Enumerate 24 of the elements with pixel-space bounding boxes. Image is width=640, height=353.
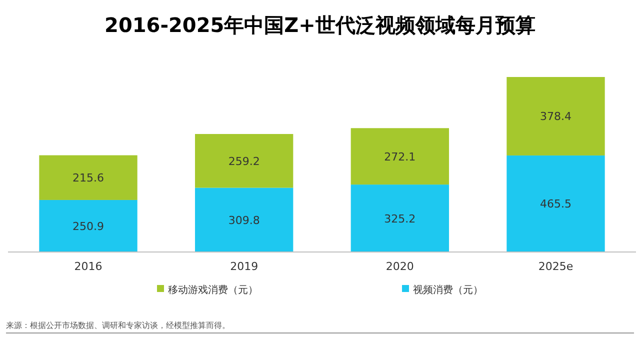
bar <box>506 77 605 156</box>
data-label: 378.4 <box>540 110 572 124</box>
data-label: 272.1 <box>384 150 416 164</box>
x-tick-label: 2019 <box>230 260 258 273</box>
chart-title: 2016-2025年中国Z+世代泛视频领域每月预算 <box>104 13 536 37</box>
data-label: 325.2 <box>384 212 416 226</box>
legend-label: 视频消费（元） <box>413 284 483 296</box>
x-tick-label: 2025e <box>538 260 574 273</box>
bar <box>350 128 450 185</box>
bar <box>195 188 294 252</box>
bar <box>350 184 450 252</box>
bar <box>506 155 605 252</box>
data-label: 250.9 <box>72 220 104 233</box>
data-label: 215.6 <box>72 172 104 185</box>
bar <box>195 134 294 188</box>
bar <box>39 155 138 200</box>
data-label: 309.8 <box>228 214 260 227</box>
x-tick-label: 2020 <box>386 260 414 273</box>
data-label: 465.5 <box>540 198 572 211</box>
x-tick-label: 2016 <box>74 260 102 273</box>
data-label: 259.2 <box>228 154 260 168</box>
source-note: 来源：根据公开市场数据、调研和专家访谈，经模型推算而得。 <box>6 321 230 330</box>
bar <box>39 200 138 252</box>
legend-label: 移动游戏消费（元） <box>168 284 258 296</box>
